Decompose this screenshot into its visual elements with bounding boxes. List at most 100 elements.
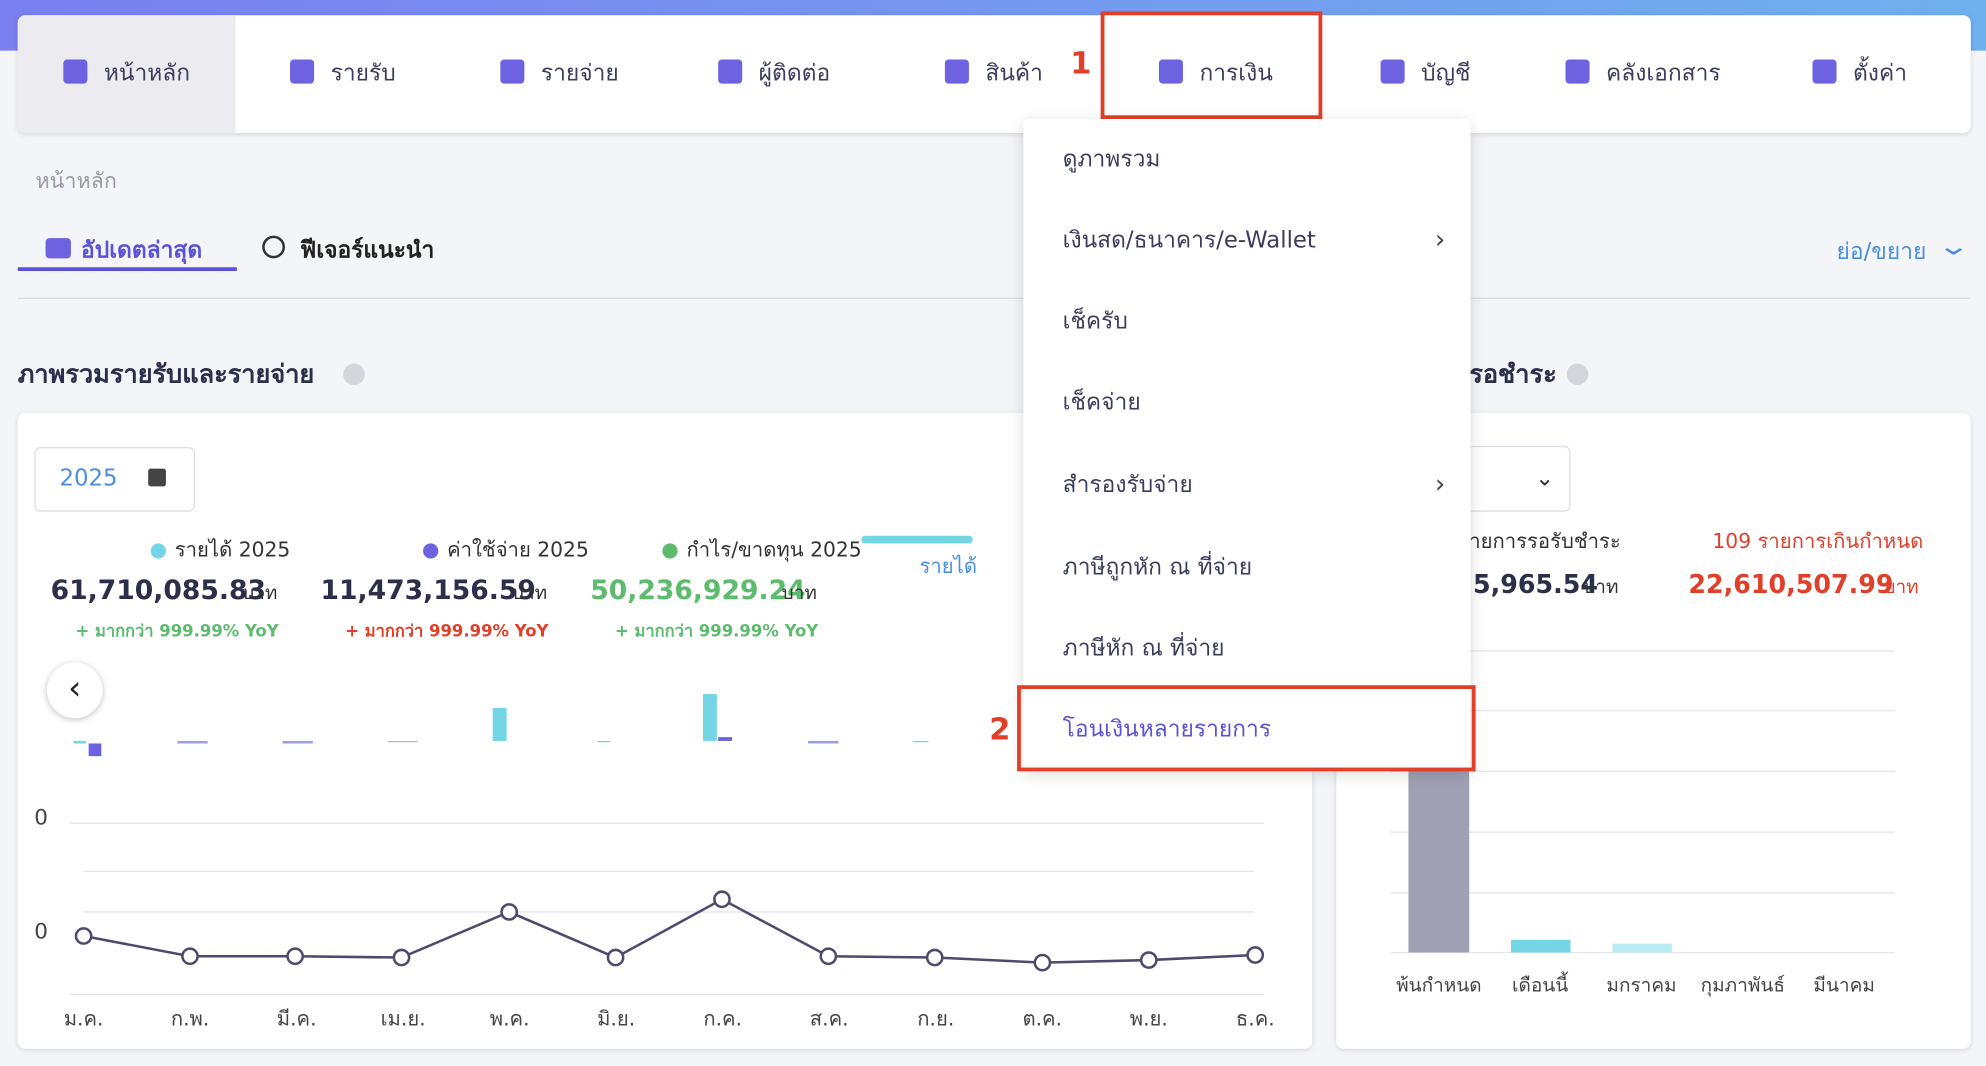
nav-icon	[718, 59, 743, 84]
stat-change: + มากกว่า 999.99% YoY	[345, 622, 549, 642]
nav-icon	[944, 59, 969, 84]
nav-item[interactable]: การเงิน	[1199, 60, 1273, 87]
nav-item[interactable]: รายจ่าย	[540, 60, 619, 87]
bar	[1612, 943, 1672, 953]
menu-item[interactable]: ภาษีหัก ณ ที่จ่าย	[1062, 635, 1225, 662]
stat-amount: 11,473,156.59	[320, 575, 536, 606]
x-tick-label: ส.ค.	[809, 1006, 849, 1031]
section-title: รอชำระ	[1469, 358, 1557, 389]
menu-item[interactable]: เช็ครับ	[1062, 308, 1128, 336]
tab-icon	[45, 238, 71, 259]
bar	[88, 743, 102, 757]
overview-chart	[69, 694, 1265, 995]
legend-dot	[150, 543, 166, 559]
nav-item[interactable]: คลังเอกสาร	[1606, 60, 1721, 87]
nav-icon	[290, 59, 315, 84]
bar	[718, 737, 733, 741]
nav-icon	[1812, 59, 1837, 84]
x-tick-label: ก.ค.	[703, 1006, 743, 1031]
overdue-label: 109 รายการเกินกำหนด	[1712, 528, 1924, 553]
x-tick-label: ธ.ค.	[1235, 1006, 1275, 1031]
nav-active-bg	[17, 15, 236, 133]
axis-label: 0	[34, 805, 48, 831]
stat-label: กำไร/ขาดทุน 2025	[686, 537, 862, 562]
step-marker: 1	[1070, 45, 1092, 82]
x-tick-label: เดือนนี้	[1512, 974, 1569, 997]
bar	[1408, 759, 1470, 953]
pending-label: ายการรอรับชำระ	[1469, 528, 1621, 553]
nav-icon	[1380, 59, 1405, 84]
grid	[69, 822, 1265, 995]
unit: บาท	[242, 581, 278, 605]
nav-item[interactable]: บัญชี	[1421, 60, 1471, 87]
bar	[597, 740, 611, 743]
bar	[177, 740, 208, 744]
help-icon	[1566, 363, 1589, 386]
breadcrumb: หน้าหลัก	[35, 169, 117, 195]
nav-item[interactable]: ตั้งค่า	[1853, 60, 1908, 87]
search-icon	[262, 235, 285, 259]
nav-icon	[63, 59, 88, 84]
legend-label: รายได้	[919, 554, 978, 579]
x-tick-label: มีนาคม	[1813, 974, 1875, 997]
axis-label: 0	[34, 919, 48, 945]
select-chevron: ⌄	[1535, 465, 1555, 493]
highlight-box	[1100, 11, 1323, 120]
x-tick-label: ต.ค.	[1022, 1006, 1063, 1031]
stat-label: รายได้ 2025	[174, 537, 291, 562]
x-tick-label: ม.ค.	[63, 1006, 104, 1031]
x-tick-label: ก.พ.	[170, 1006, 210, 1031]
point	[181, 947, 199, 966]
line	[83, 897, 1256, 964]
stat-amount: 61,710,085.83	[50, 575, 267, 606]
x-tick-label: กุมภาพันธ์	[1700, 974, 1785, 997]
bar	[387, 740, 418, 743]
bars	[73, 694, 929, 757]
point	[1246, 946, 1265, 964]
tab-underline	[17, 267, 237, 272]
year-picker[interactable]	[34, 447, 196, 512]
tab[interactable]: ฟีเจอร์แนะนำ	[300, 237, 435, 265]
x-tick-label: พ้นกำหนด	[1396, 974, 1482, 997]
menu-item[interactable]: โอนเงินหลายรายการ	[1062, 716, 1272, 743]
nav-item[interactable]: สินค้า	[985, 60, 1043, 87]
step-marker: 2	[989, 711, 1011, 748]
point	[392, 948, 411, 967]
year: 2025	[59, 465, 118, 493]
bar	[808, 740, 839, 744]
nav-item[interactable]: ผู้ติดต่อ	[758, 60, 831, 87]
unit: บาท	[511, 581, 548, 605]
menu-item[interactable]: ภาษีถูกหัก ณ ที่จ่าย	[1062, 554, 1253, 581]
nav-icon	[500, 59, 525, 84]
x-tick-label: พ.ย.	[1129, 1006, 1168, 1031]
nav-icon	[1158, 59, 1183, 84]
unit: บาท	[1883, 575, 1919, 598]
bar	[282, 740, 313, 744]
point	[713, 890, 731, 909]
unit: บาท	[1583, 575, 1619, 598]
collapse-toggle[interactable]: ย่อ/ขยาย	[1836, 238, 1927, 266]
nav-item[interactable]: หน้าหลัก	[103, 60, 191, 87]
bar	[702, 694, 717, 741]
x-tick-label: พ.ค.	[489, 1006, 530, 1031]
x-tick-label: ก.ย.	[917, 1006, 955, 1031]
point	[74, 927, 93, 945]
nav-item[interactable]: รายรับ	[330, 60, 396, 87]
menu-item[interactable]: ดูภาพรวม	[1062, 146, 1161, 173]
point	[925, 948, 944, 967]
menu-item[interactable]: เช็คจ่าย	[1062, 389, 1141, 417]
points	[74, 890, 1265, 972]
x-tick-label: มี.ค.	[276, 1006, 317, 1031]
prev-button[interactable]: ‹	[46, 662, 103, 719]
tab[interactable]: อัปเดตล่าสุด	[81, 237, 203, 265]
x-tick-label: มกราคม	[1606, 974, 1677, 997]
menu-item[interactable]: เงินสด/ธนาคาร/e-Wallet	[1062, 227, 1316, 254]
legend-swatch	[861, 535, 973, 544]
stat-amount: 50,236,929.24	[590, 575, 806, 606]
bar	[913, 740, 929, 743]
bar	[73, 740, 87, 744]
point	[819, 947, 838, 966]
submenu-arrow: ›	[1435, 224, 1446, 255]
point	[286, 947, 304, 966]
menu-item[interactable]: สำรองรับจ่าย	[1062, 471, 1193, 499]
